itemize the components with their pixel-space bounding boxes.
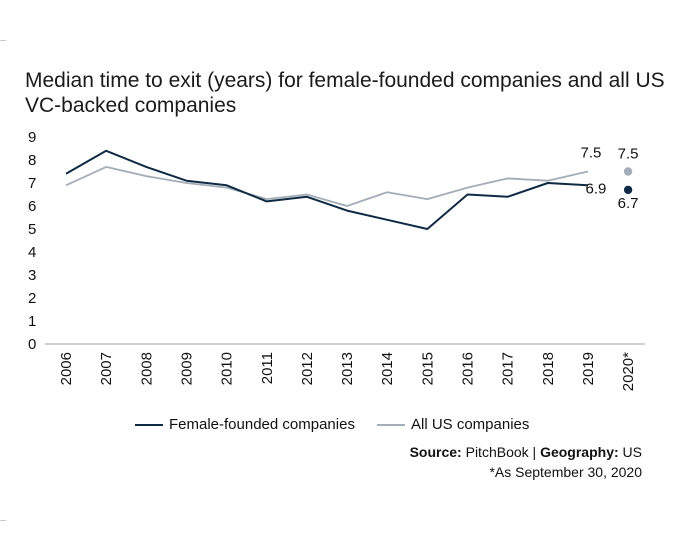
x-tick-label: 2008 (138, 352, 155, 385)
data-label: 6.9 (586, 180, 607, 197)
y-tick-label: 1 (28, 313, 36, 330)
y-tick-label: 8 (28, 152, 36, 169)
x-tick-label: 2011 (259, 352, 276, 384)
edge-tick-bottom (0, 520, 6, 521)
x-tick-label: 2007 (98, 352, 115, 385)
x-tick-label: 2017 (500, 352, 517, 385)
x-tick-label: 2009 (178, 352, 195, 385)
x-tick-label: 2019 (580, 352, 597, 385)
y-tick-label: 4 (28, 244, 36, 261)
x-tick-label: 2012 (299, 352, 316, 385)
source-note: Source: PitchBook | Geography: US *As Se… (410, 442, 642, 482)
y-tick-label: 6 (28, 198, 36, 215)
series-line-0 (65, 149, 589, 230)
x-tick-label: 2006 (58, 352, 75, 385)
point-2020-series-1 (623, 167, 633, 176)
y-tick-label: 5 (28, 221, 36, 238)
x-tick-label: 2013 (339, 352, 356, 385)
x-tick-label: 2010 (219, 352, 236, 385)
legend-label-0: Female-founded companies (169, 416, 355, 433)
y-tick-label: 0 (28, 336, 36, 353)
date-note: *As September 30, 2020 (489, 464, 642, 480)
y-tick-label: 7 (28, 175, 36, 192)
geography-label: Geography: (540, 444, 619, 460)
source-separator: | (532, 444, 537, 460)
x-tick-label: 2018 (540, 352, 557, 385)
x-tick-label: 2020* (620, 352, 637, 391)
source-line: Source: PitchBook | Geography: US (410, 442, 642, 462)
x-tick-label: 2014 (379, 352, 396, 385)
geography-value: US (622, 444, 642, 460)
source-label: Source: (409, 444, 462, 460)
source-value: PitchBook (465, 444, 529, 460)
data-label: 7.5 (618, 146, 639, 163)
x-tick-label: 2015 (419, 352, 436, 385)
edge-tick-top (0, 40, 6, 41)
y-tick-label: 9 (28, 129, 36, 146)
point-2020-series-0 (623, 185, 633, 195)
y-tick-label: 2 (28, 290, 36, 307)
y-tick-label: 3 (28, 267, 36, 284)
series-line-1 (65, 165, 589, 207)
chart-title: Median time to exit (years) for female-f… (25, 69, 665, 117)
data-label: 6.7 (618, 195, 639, 212)
legend-label-1: All US companies (411, 416, 529, 433)
x-tick-label: 2016 (460, 352, 477, 385)
data-label: 7.5 (581, 145, 602, 162)
